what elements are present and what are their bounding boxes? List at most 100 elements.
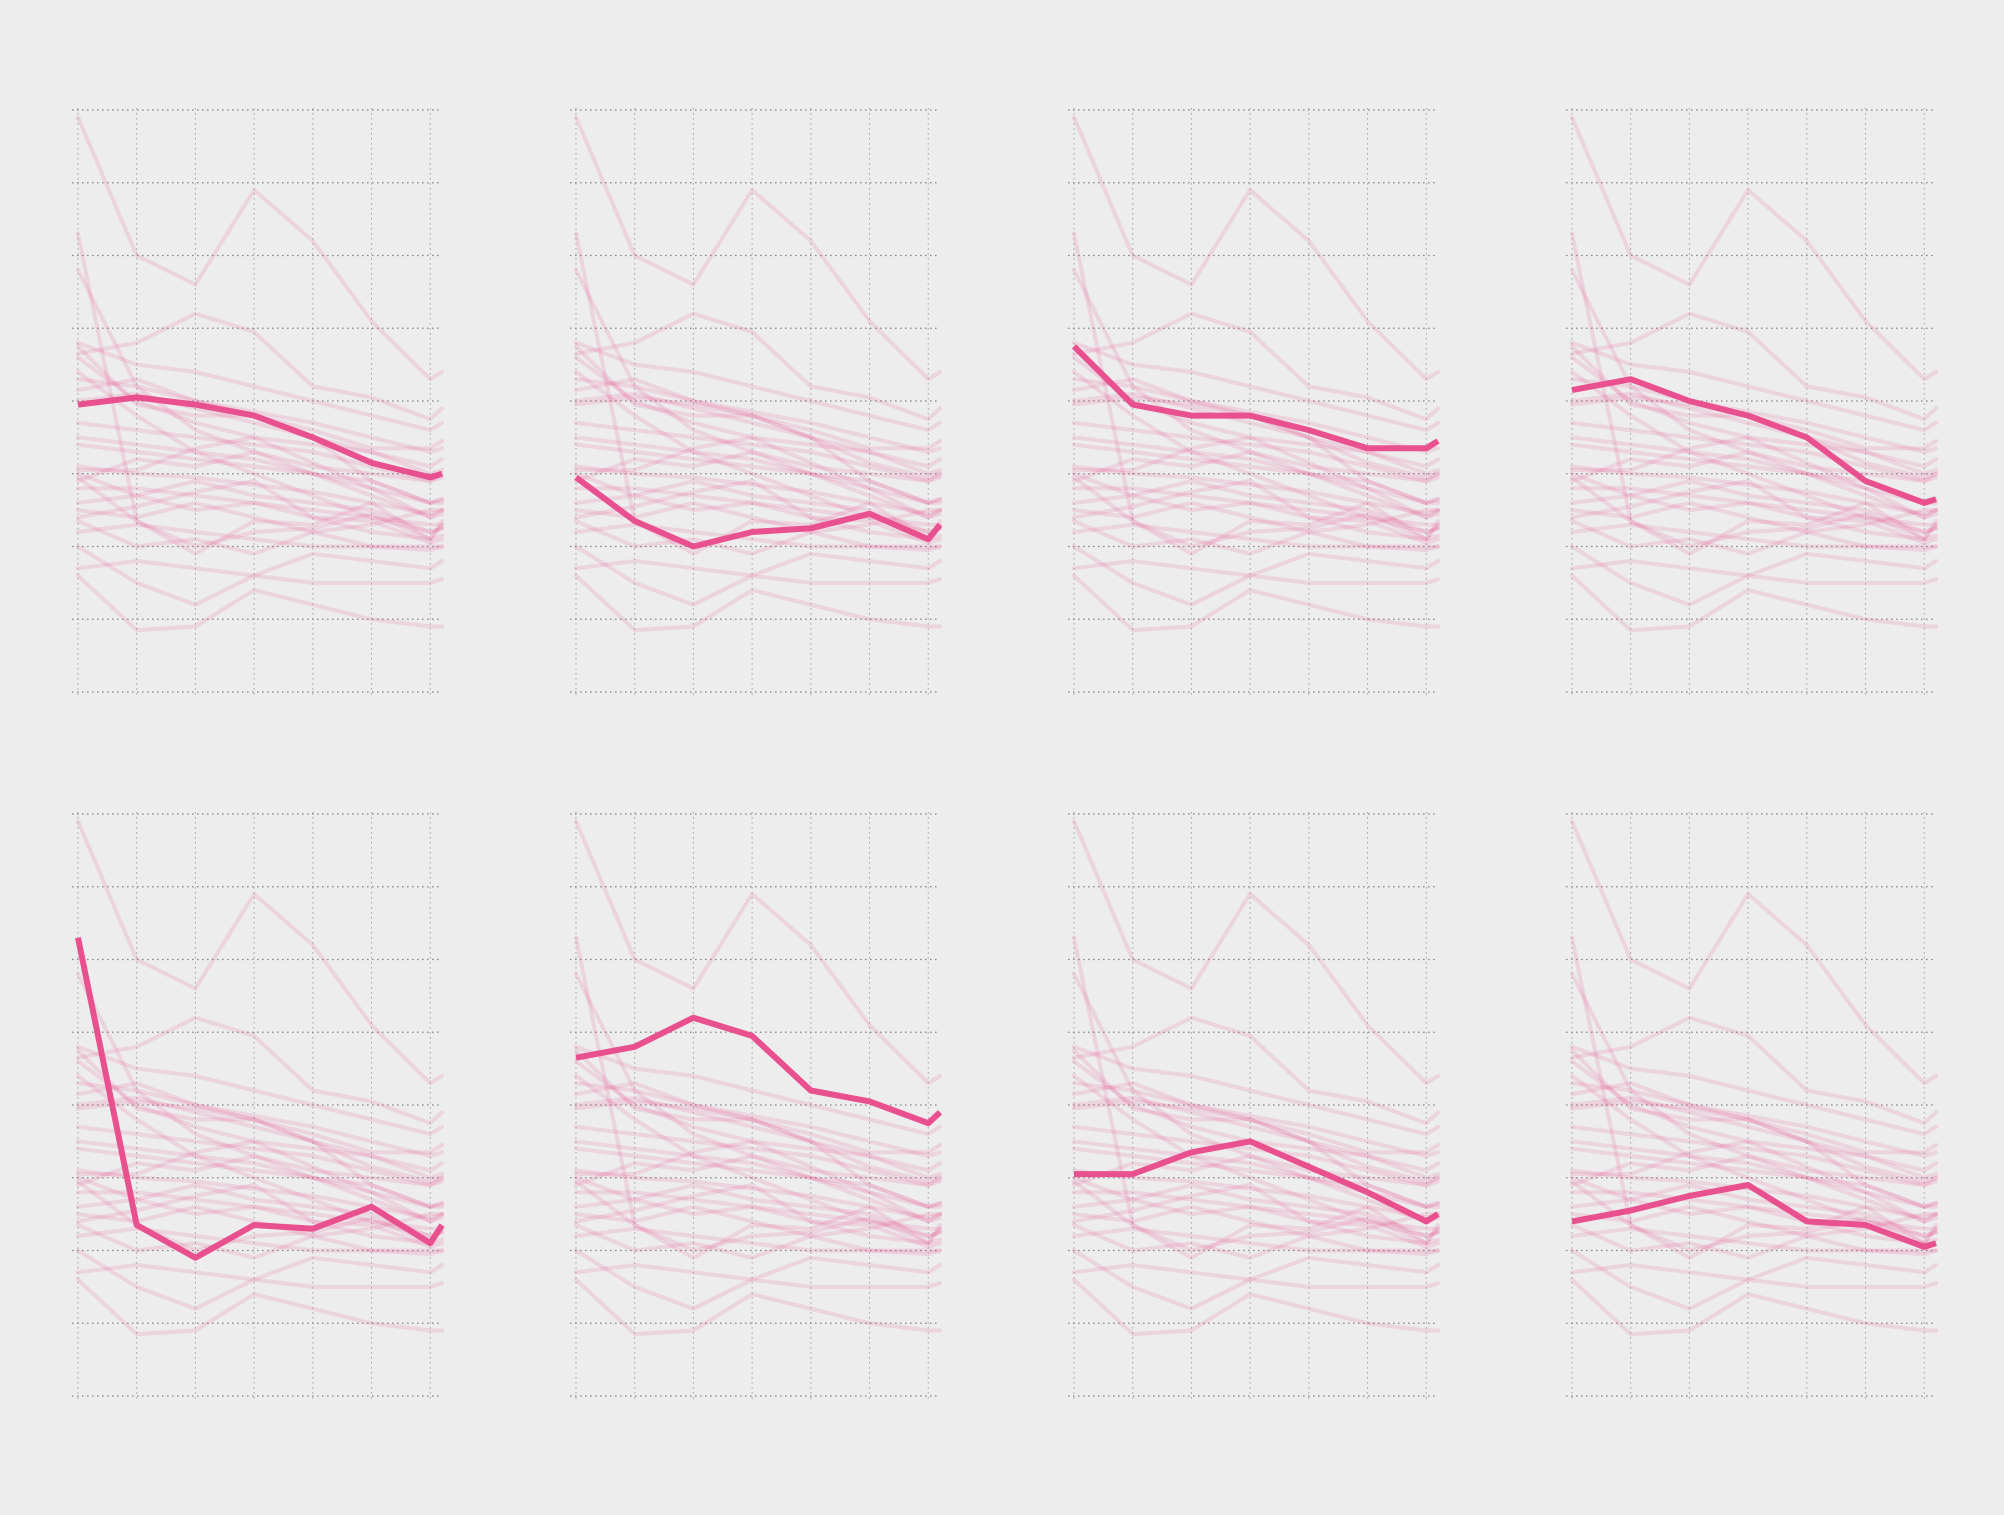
series-line-faint xyxy=(1072,1081,1440,1158)
background-series xyxy=(1072,115,1440,633)
panel-8 xyxy=(1566,812,1938,1402)
series-line-faint xyxy=(76,1059,444,1173)
series-line-faint xyxy=(574,1048,942,1155)
series-line-faint xyxy=(1072,1190,1440,1231)
series-line-faint xyxy=(574,500,942,553)
series-line-faint xyxy=(1072,475,1440,549)
series-line-faint xyxy=(574,1175,942,1238)
series-line-faint xyxy=(574,486,942,527)
background-series xyxy=(574,115,942,633)
series-line-faint xyxy=(1072,935,1440,1260)
series-line-highlight xyxy=(1571,376,1937,506)
series-line-highlight xyxy=(1074,1138,1440,1225)
series-line-faint xyxy=(1570,508,1938,556)
series-line-faint xyxy=(574,1044,942,1137)
panel-4 xyxy=(1566,108,1938,698)
series-line-faint xyxy=(1570,1190,1938,1231)
series-line-faint xyxy=(574,1146,942,1209)
series-line-faint xyxy=(1570,377,1938,454)
series-line-faint xyxy=(1072,464,1440,516)
series-line-faint xyxy=(1072,435,1440,520)
panel-grid xyxy=(570,108,940,698)
series-line-faint xyxy=(574,1277,942,1337)
series-line-faint xyxy=(1570,500,1938,553)
series-line-faint xyxy=(76,493,444,542)
series-line-faint xyxy=(574,391,942,476)
series-line-faint xyxy=(1072,449,1440,505)
panel-grid xyxy=(1566,108,1936,698)
series-line-faint xyxy=(76,1197,444,1246)
series-line-faint xyxy=(76,340,444,433)
series-line-faint xyxy=(574,377,942,505)
series-line-highlight xyxy=(1071,344,1440,452)
series-line-faint xyxy=(1072,369,1440,534)
series-line-faint xyxy=(76,1183,444,1249)
background-series xyxy=(76,115,444,633)
series-line-faint xyxy=(76,1081,444,1158)
series-line-faint xyxy=(574,1073,942,1238)
series-line-faint xyxy=(1570,1248,1938,1311)
series-line-faint xyxy=(1072,1226,1440,1253)
series-line-faint xyxy=(574,435,942,520)
series-line-faint xyxy=(76,1081,444,1209)
panel-7 xyxy=(1068,812,1440,1402)
series-line-faint xyxy=(574,1081,942,1158)
series-line-faint xyxy=(76,231,444,556)
background-series xyxy=(76,819,444,1337)
series-line-faint xyxy=(574,311,942,422)
series-line-faint xyxy=(1570,344,1938,451)
series-line-faint xyxy=(76,486,444,527)
series-line-highlight xyxy=(77,394,443,481)
series-line-faint xyxy=(1072,268,1440,483)
series-line-faint xyxy=(76,1044,444,1137)
series-line-faint xyxy=(76,1139,444,1224)
panel-6 xyxy=(570,812,943,1402)
series-line-faint xyxy=(1072,1277,1440,1337)
series-line-faint xyxy=(1570,1099,1938,1184)
series-line-faint xyxy=(76,1073,444,1238)
series-line-faint xyxy=(1072,559,1440,585)
series-line-faint xyxy=(1072,1204,1440,1257)
series-line-faint xyxy=(1570,486,1938,527)
series-line-faint xyxy=(1072,1146,1440,1209)
series-line-faint xyxy=(574,1139,942,1224)
series-line-faint xyxy=(1570,544,1938,607)
series-line-faint xyxy=(574,1153,942,1209)
series-line-faint xyxy=(76,500,444,553)
series-line-faint xyxy=(1072,508,1440,556)
series-line-faint xyxy=(574,972,942,1187)
series-line-faint xyxy=(574,573,942,633)
series-line-faint xyxy=(1570,420,1938,483)
series-line-faint xyxy=(574,340,942,433)
series-line-faint xyxy=(1072,1197,1440,1246)
series-line-faint xyxy=(1570,1179,1938,1253)
series-line-faint xyxy=(1570,1048,1938,1155)
series-line-faint xyxy=(76,1168,444,1220)
series-line-faint xyxy=(574,1248,942,1311)
series-line-faint xyxy=(1570,1139,1938,1224)
series-line-faint xyxy=(1072,1153,1440,1209)
series-line-faint xyxy=(1570,475,1938,549)
background-series xyxy=(574,819,942,1337)
series-line-faint xyxy=(1072,1183,1440,1249)
series-line-faint xyxy=(574,1095,942,1180)
series-line-faint xyxy=(76,819,444,1086)
series-line-faint xyxy=(1072,1059,1440,1173)
series-line-faint xyxy=(76,1263,444,1289)
series-line-faint xyxy=(1570,935,1938,1260)
series-line-faint xyxy=(574,464,942,516)
series-line-faint xyxy=(76,1153,444,1209)
series-line-faint xyxy=(1570,1124,1938,1187)
series-line-faint xyxy=(574,344,942,451)
series-line-faint xyxy=(1072,340,1440,433)
series-line-faint xyxy=(1570,369,1938,534)
series-line-faint xyxy=(76,1124,444,1187)
series-line-faint xyxy=(76,268,444,483)
series-line-faint xyxy=(76,355,444,469)
series-line-faint xyxy=(76,1212,444,1260)
series-line-faint xyxy=(76,1139,444,1224)
series-line-faint xyxy=(1072,1073,1440,1238)
series-line-faint xyxy=(1072,377,1440,505)
